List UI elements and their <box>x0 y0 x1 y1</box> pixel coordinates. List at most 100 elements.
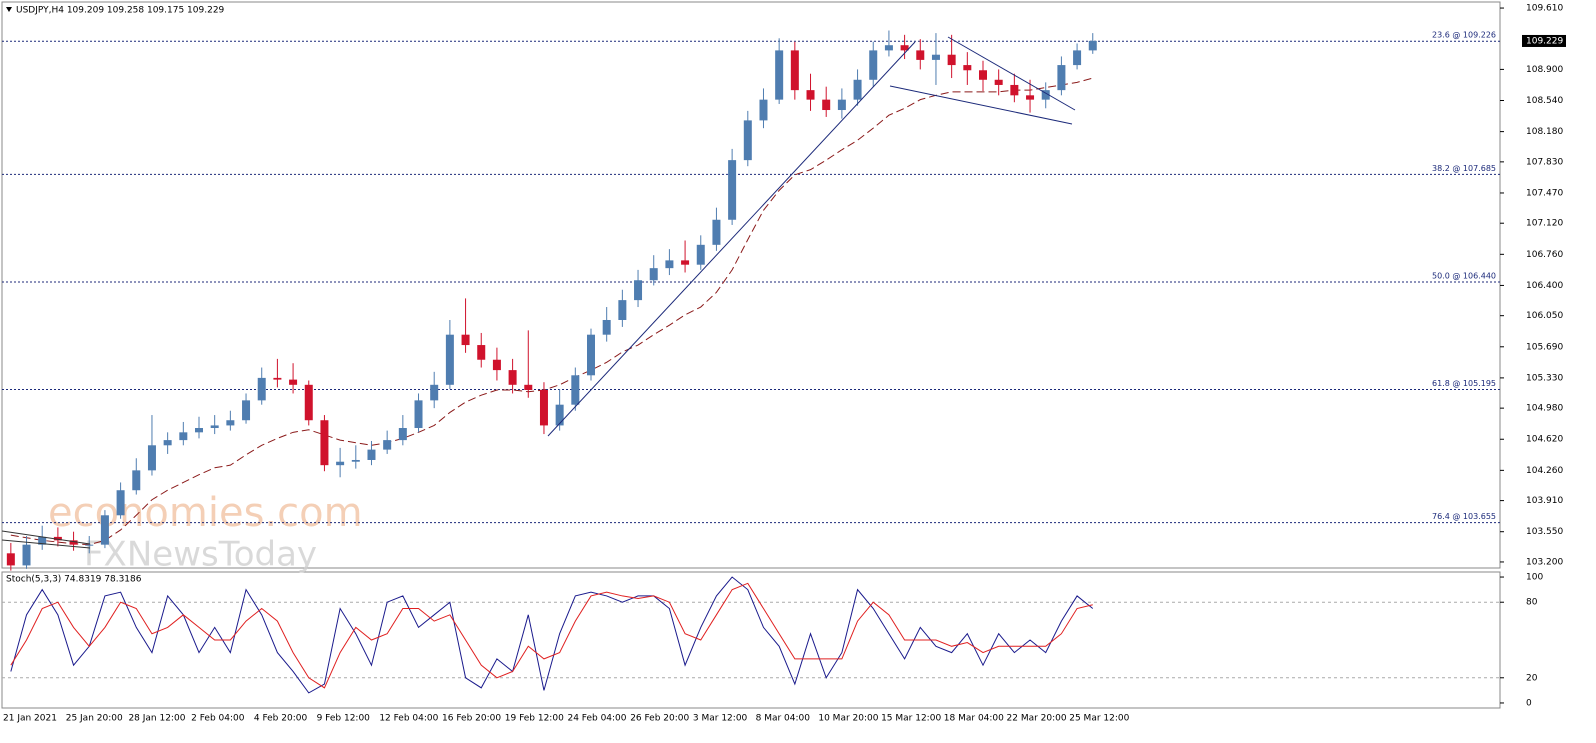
candle-body <box>398 428 407 441</box>
candle-body <box>649 268 658 281</box>
candle-body <box>461 334 470 346</box>
candle-body <box>242 400 251 421</box>
x-tick-label: 18 Mar 04:00 <box>944 714 1004 724</box>
stoch-line <box>10 582 1093 689</box>
stoch-line <box>10 576 1094 694</box>
candle-body <box>430 384 439 401</box>
x-tick-label: 25 Mar 12:00 <box>1069 714 1129 724</box>
candle-body <box>1088 40 1097 51</box>
x-tick-label: 21 Jan 2021 <box>3 714 57 724</box>
candle-body <box>979 70 987 80</box>
menu-icon <box>6 7 12 12</box>
main-frame <box>1 1 1501 569</box>
candle-body <box>1041 90 1050 100</box>
candle-body <box>226 420 235 426</box>
fib-label: 76.4 @ 103.655 <box>1432 512 1496 521</box>
candle-body <box>539 389 548 426</box>
candle-body <box>712 219 721 245</box>
candle-body <box>273 377 282 380</box>
candle-body <box>681 260 690 265</box>
candle-body <box>289 379 298 385</box>
y-tick-label: 105.690 <box>1526 342 1563 352</box>
y-tick-label: 107.830 <box>1526 157 1563 167</box>
price-label: 109.229 <box>1526 36 1563 46</box>
x-tick-label: 2 Feb 04:00 <box>191 714 245 724</box>
candle-body <box>132 470 141 491</box>
y-tick-label: 100 <box>1526 573 1543 583</box>
x-tick-label: 24 Feb 04:00 <box>567 714 626 724</box>
stoch-title: Stoch(5,3,3) 74.8319 78.3186 <box>6 575 142 585</box>
candle-body <box>179 432 188 441</box>
candle-body <box>790 50 799 91</box>
candle-body <box>837 99 846 111</box>
candle-body <box>304 384 313 421</box>
x-tick-label: 8 Mar 04:00 <box>756 714 811 724</box>
candle-body <box>916 50 925 60</box>
candle-body <box>665 260 674 269</box>
y-tick-label: 108.900 <box>1526 65 1563 75</box>
watermark: economies.com <box>48 490 363 536</box>
x-tick-label: 28 Jan 12:00 <box>128 714 185 724</box>
y-tick-label: 103.200 <box>1526 557 1563 567</box>
y-tick-label: 107.120 <box>1526 219 1563 229</box>
candle-body <box>947 54 956 66</box>
y-tick-label: 104.620 <box>1526 435 1563 445</box>
x-tick-label: 26 Feb 20:00 <box>630 714 689 724</box>
y-tick-label: 105.330 <box>1526 373 1563 383</box>
candle-body <box>853 79 862 100</box>
x-tick-label: 3 Mar 12:00 <box>693 714 748 724</box>
candle-body <box>1026 95 1035 100</box>
candle-body <box>602 319 611 335</box>
candle-body <box>53 536 62 541</box>
fib-label: 61.8 @ 105.195 <box>1432 379 1496 388</box>
candle-body <box>634 280 643 301</box>
candle-body <box>994 79 1003 85</box>
candle-body <box>38 536 47 545</box>
candle-body <box>963 65 972 71</box>
candle-body <box>806 90 815 100</box>
x-tick-label: 10 Mar 20:00 <box>818 714 878 724</box>
candle-body <box>257 377 266 401</box>
candle-body <box>696 244 705 265</box>
channel-line <box>889 85 1073 125</box>
candle-body <box>1073 50 1082 66</box>
candle-body <box>728 160 737 220</box>
candle-body <box>320 420 329 466</box>
y-tick-label: 108.180 <box>1526 127 1563 137</box>
candle-body <box>414 400 423 429</box>
candle-body <box>900 45 909 51</box>
candle-body <box>759 99 768 121</box>
candle-body <box>869 50 878 80</box>
x-tick-label: 4 Feb 20:00 <box>254 714 308 724</box>
channel-line <box>947 36 1076 111</box>
x-tick-label: 19 Feb 12:00 <box>505 714 564 724</box>
candle-body <box>1010 84 1019 96</box>
x-tick-label: 16 Feb 20:00 <box>442 714 501 724</box>
candle-body <box>884 45 893 51</box>
y-tick-label: 20 <box>1526 673 1538 683</box>
price-box <box>1522 34 1566 47</box>
candle-body <box>775 50 784 100</box>
watermark: FXNewsToday <box>84 535 317 575</box>
candle-body <box>508 370 517 385</box>
candle-body <box>492 359 501 371</box>
candle-body <box>336 461 345 466</box>
fib-label: 23.6 @ 109.226 <box>1432 31 1496 40</box>
candle-body <box>6 553 15 566</box>
candle-body <box>383 440 392 450</box>
candle-body <box>1057 65 1066 91</box>
candle-body <box>69 540 78 545</box>
x-tick-label: 9 Feb 12:00 <box>317 714 371 724</box>
fib-label: 50.0 @ 106.440 <box>1432 271 1496 280</box>
candle-body <box>22 544 31 566</box>
y-tick-label: 103.550 <box>1526 527 1563 537</box>
trendline <box>1 530 91 545</box>
y-tick-label: 0 <box>1526 698 1532 708</box>
moving-average <box>10 77 1093 546</box>
y-tick-label: 80 <box>1526 598 1538 608</box>
candle-body <box>85 544 94 546</box>
candle-body <box>618 300 627 320</box>
candle-body <box>931 54 940 60</box>
y-tick-label: 104.980 <box>1526 404 1563 414</box>
